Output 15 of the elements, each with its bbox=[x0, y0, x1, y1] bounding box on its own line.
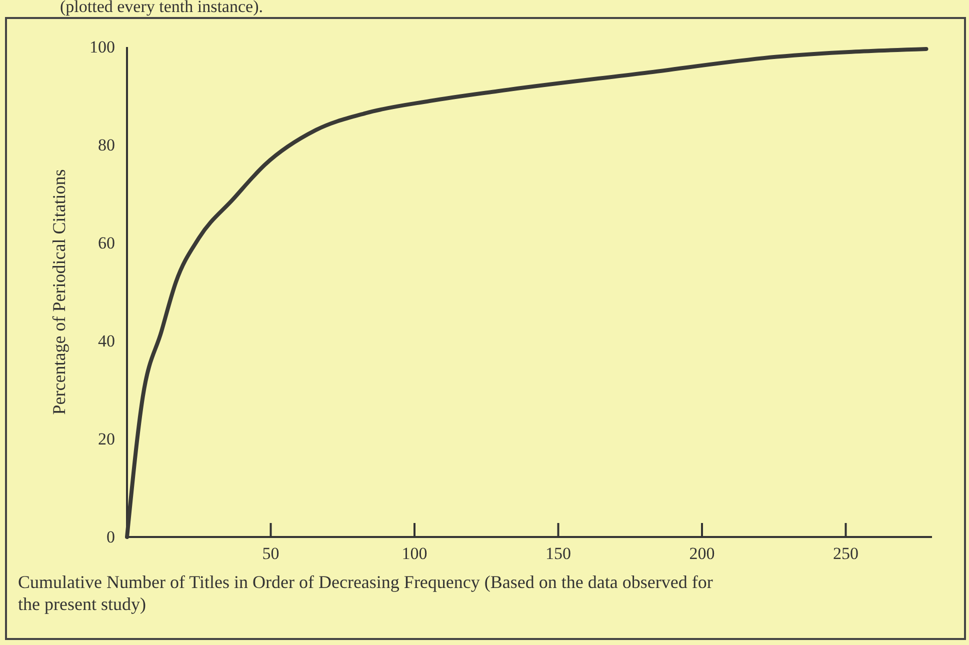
y-tick-label: 100 bbox=[90, 38, 115, 56]
x-axis-title: Cumulative Number of Titles in Order of Decreasing Frequency (Based on the data observed for the present study) bbox=[18, 572, 713, 614]
y-tick-label: 40 bbox=[98, 332, 115, 350]
x-tick-label: 200 bbox=[689, 544, 715, 563]
text: (plotted every tenth instance). bbox=[60, 0, 263, 16]
y-tick-label: 0 bbox=[106, 528, 115, 546]
y-tick-label: 20 bbox=[98, 430, 115, 448]
x-tick-label: 250 bbox=[833, 544, 858, 563]
x-tick-label: 150 bbox=[546, 544, 571, 563]
x-tick-label: 50 bbox=[262, 544, 280, 563]
y-tick-label: 60 bbox=[98, 234, 115, 252]
y-axis-title: Percentage of Periodical Citations bbox=[49, 169, 69, 415]
line-series bbox=[125, 46, 928, 539]
y-tick-label: 80 bbox=[98, 136, 115, 154]
x-tick-label: 100 bbox=[402, 544, 428, 563]
